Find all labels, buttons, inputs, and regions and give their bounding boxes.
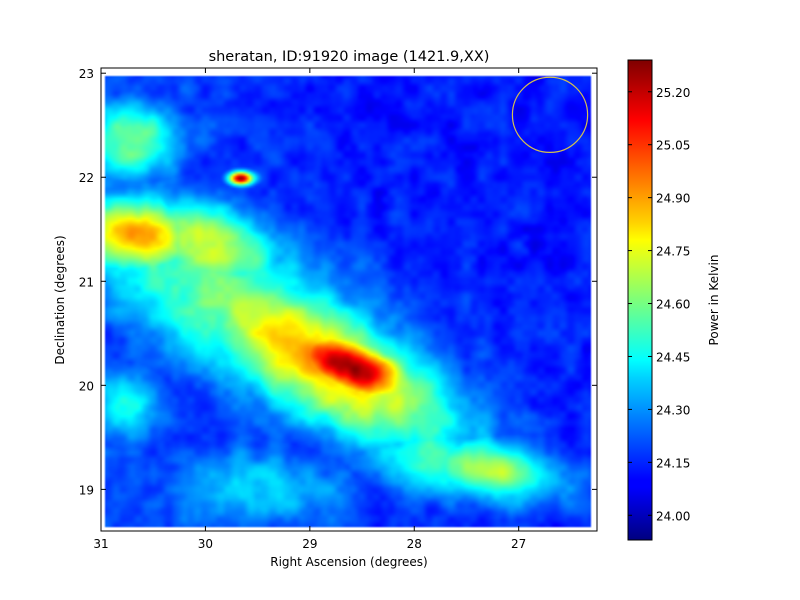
x-tick-label: 29 [302, 537, 317, 551]
colorbar-tick-label: 24.00 [656, 509, 690, 523]
y-tick-label: 20 [79, 379, 94, 393]
y-axis: 19 20 21 22 23 [79, 67, 597, 497]
x-axis-label: Right Ascension (degrees) [270, 555, 427, 569]
y-tick-label: 22 [79, 171, 94, 185]
x-axis: 31 30 29 28 27 [93, 68, 526, 551]
colorbar-tick-label: 25.20 [656, 86, 690, 100]
colorbar-tick-label: 25.05 [656, 139, 690, 153]
beam-circle-group [511, 76, 589, 154]
colorbar-ticks: 24.00 24.15 24.30 24.45 24.60 24.75 24.90 25.05… [628, 86, 690, 523]
x-tick-label: 30 [198, 537, 213, 551]
x-tick-label: 27 [511, 537, 526, 551]
y-tick-label: 19 [79, 483, 94, 497]
x-tick-label: 31 [93, 537, 108, 551]
plot-frame [100, 67, 598, 532]
heatmap-area [101, 68, 597, 531]
colorbar-gradient [627, 59, 653, 541]
colorbar-tick-label: 24.45 [656, 350, 690, 364]
colorbar-tick-label: 24.15 [656, 456, 690, 470]
colorbar-tick-label: 24.30 [656, 403, 690, 417]
chart-title: sheratan, ID:91920 image (1421.9,XX) [209, 49, 490, 65]
beam-circle [511, 76, 589, 154]
heatmap-image [101, 68, 597, 531]
x-tick-label: 28 [407, 537, 422, 551]
y-axis-label: Declination (degrees) [53, 235, 67, 364]
colorbar-tick-label: 24.60 [656, 298, 690, 312]
colorbar-tick-label: 24.75 [656, 245, 690, 259]
y-tick-label: 23 [79, 67, 94, 81]
colorbar: 24.00 24.15 24.30 24.45 24.60 24.75 24.90 25.05… [627, 59, 721, 541]
colorbar-tick-label: 24.90 [656, 192, 690, 206]
colorbar-label: Power in Kelvin [707, 255, 721, 346]
y-tick-label: 21 [79, 275, 94, 289]
